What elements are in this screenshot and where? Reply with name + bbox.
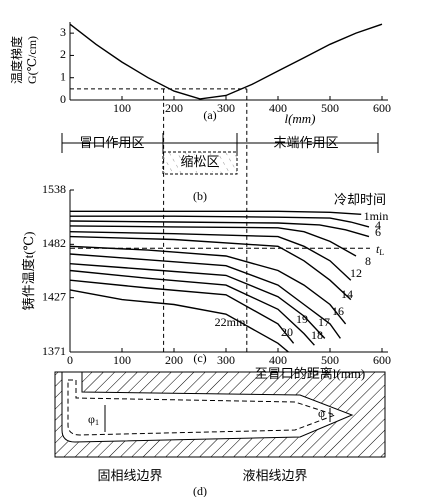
curve-label: 19 — [296, 312, 308, 326]
liquidus-label: tL — [376, 242, 384, 257]
y-tick-label: 3 — [60, 25, 66, 39]
x-tick-label: 600 — [373, 353, 391, 367]
y-label: 温度梯度 — [9, 36, 24, 84]
y-tick-label: 1 — [60, 69, 66, 83]
curve-label: 4 — [375, 218, 381, 232]
liquidus-t: t — [376, 242, 380, 256]
zone-middle: 缩松区 — [180, 154, 219, 169]
x-label: 至冒口的距离l(mm) — [255, 366, 366, 381]
panel-label: (c) — [193, 351, 206, 365]
cooling-curve — [69, 245, 347, 325]
curve-label: 17 — [318, 315, 330, 329]
y-tick-label: 2 — [60, 47, 66, 61]
curve-label: 12 — [350, 266, 362, 280]
cooling-curve — [69, 253, 341, 339]
cooling-curve — [69, 225, 357, 257]
cooling-curve — [69, 269, 315, 346]
panel-d: φ1 φ 固相线边界 液相线边界 (d) — [54, 371, 386, 497]
x-tick-label: 300 — [217, 101, 235, 115]
curve-label: 6 — [375, 225, 381, 239]
solidus-label: 固相线边界 — [97, 468, 162, 483]
panel-b: 冒口作用区 缩松区 末端作用区 (b) — [61, 133, 379, 203]
curve-label: 1min — [364, 209, 389, 223]
x-tick-label: 200 — [165, 353, 183, 367]
x-tick-label: 0 — [67, 353, 73, 367]
curve-label: 8 — [365, 254, 371, 268]
x-tick-label: 500 — [321, 353, 339, 367]
cavity — [61, 371, 354, 443]
panel-label: (b) — [193, 189, 207, 203]
curve-label: 22min — [215, 315, 246, 329]
legend-title: 冷却时间 — [334, 192, 386, 207]
x-tick-label: 100 — [113, 353, 131, 367]
y-tick-label: 1427 — [42, 289, 66, 303]
panel-label: (d) — [193, 484, 207, 497]
y-tick-label: 1538 — [42, 182, 66, 196]
cooling-curve — [70, 215, 370, 228]
x-tick-label: 400 — [269, 101, 287, 115]
x-tick-label: 600 — [373, 101, 391, 115]
cooling-curve — [69, 279, 295, 344]
cooling-curve — [69, 235, 352, 301]
x-tick-label: 100 — [113, 101, 131, 115]
cooling-curve — [69, 231, 352, 281]
phi1: φ1 — [88, 412, 99, 427]
x-tick-label: 200 — [165, 101, 183, 115]
solidus-line — [67, 379, 337, 436]
cooling-curve — [70, 210, 362, 215]
liquidus-label: 液相线边界 — [242, 468, 307, 483]
y-tick-label: 1371 — [42, 344, 66, 358]
y-tick-label: 1482 — [42, 236, 66, 250]
phi: φ — [318, 406, 325, 420]
panel-label: (a) — [203, 108, 216, 122]
curve-label: 14 — [341, 287, 353, 301]
zone-right: 末端作用区 — [273, 135, 338, 150]
y-label: G(℃/cm) — [25, 36, 39, 84]
zone-left: 冒口作用区 — [79, 135, 144, 150]
y-label: 铸件温度t(℃) — [21, 232, 36, 311]
x-tick-label: 300 — [217, 353, 235, 367]
cooling-curve — [69, 220, 370, 238]
cooling-curve — [69, 289, 289, 353]
cooling-curve — [69, 263, 326, 339]
x-tick-label: 400 — [269, 353, 287, 367]
x-tick-label: 500 — [321, 101, 339, 115]
curve-label: 18 — [311, 328, 323, 342]
curve-label: 16 — [332, 304, 344, 318]
gradient-curve — [69, 23, 383, 100]
y-tick-label: 0 — [60, 92, 66, 106]
x-label: l(mm) — [284, 111, 315, 126]
liquidus-sub: L — [379, 248, 384, 257]
curve-label: 20 — [281, 325, 293, 339]
